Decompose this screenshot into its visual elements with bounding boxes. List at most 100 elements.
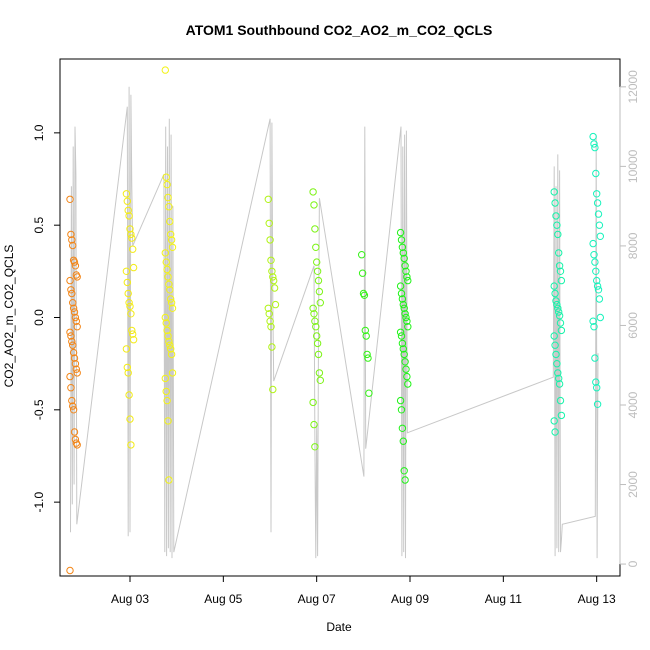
data-point: [553, 221, 561, 229]
data-point: [554, 369, 562, 377]
data-point: [166, 286, 174, 294]
data-point: [401, 262, 409, 270]
data-point: [310, 420, 318, 429]
data-point: [267, 256, 275, 264]
data-point: [403, 372, 411, 381]
data-point: [312, 243, 320, 252]
data-point: [396, 282, 405, 290]
y-tick-label: 0.0: [32, 309, 46, 326]
data-point: [69, 341, 77, 349]
data-point: [266, 317, 274, 325]
data-point: [67, 230, 75, 239]
data-point: [397, 236, 406, 244]
data-point: [556, 267, 565, 275]
data-point: [127, 310, 135, 318]
data-point: [557, 411, 566, 420]
data-point: [71, 262, 80, 270]
data-point: [396, 328, 405, 336]
right-y-tick-label: 0: [626, 560, 640, 567]
data-point: [266, 236, 274, 244]
right-y-tick-label: 10000: [626, 149, 640, 183]
data-point: [165, 476, 173, 484]
data-point: [126, 415, 134, 423]
data-point: [596, 313, 604, 322]
data-point: [161, 66, 170, 74]
data-point: [404, 380, 412, 388]
data-point: [398, 424, 407, 432]
data-point: [167, 236, 176, 244]
data-point: [168, 243, 177, 252]
data-point: [313, 332, 321, 340]
data-point: [399, 345, 407, 353]
data-point: [271, 300, 280, 309]
data-point: [552, 297, 560, 305]
altitude-line: [70, 86, 599, 559]
data-point: [401, 310, 409, 318]
data-point: [264, 304, 272, 312]
data-point: [591, 143, 599, 152]
data-point: [125, 299, 133, 307]
data-point: [129, 330, 137, 338]
data-point: [126, 302, 134, 311]
data-point: [552, 350, 560, 359]
data-point: [164, 193, 172, 202]
plot-frame: [59, 58, 621, 577]
data-point: [590, 323, 598, 331]
data-point: [555, 249, 563, 257]
data-point: [129, 263, 138, 272]
data-point: [168, 304, 177, 312]
data-point: [267, 323, 275, 331]
data-point: [165, 337, 173, 346]
data-point: [550, 188, 558, 196]
data-point: [553, 360, 561, 368]
data-point: [163, 326, 171, 335]
data-point: [555, 308, 563, 316]
data-point: [68, 236, 76, 244]
data-point: [269, 273, 277, 281]
x-tick-label: Aug 09: [391, 592, 429, 606]
data-point: [315, 287, 324, 296]
data-point: [265, 310, 273, 318]
data-point: [161, 249, 170, 257]
data-point: [67, 286, 75, 294]
data-point: [167, 345, 175, 353]
data-point: [593, 190, 601, 198]
data-point: [313, 267, 322, 275]
data-point: [167, 299, 176, 307]
data-point: [66, 328, 74, 336]
data-point: [398, 243, 407, 252]
data-point: [69, 402, 77, 410]
y-axis: -1.0 -0.5 0.0 0.5 1.0: [32, 124, 61, 512]
data-point: [164, 273, 172, 281]
data-point: [309, 398, 317, 407]
data-point: [594, 286, 603, 294]
data-point: [398, 339, 407, 348]
data-point: [66, 372, 74, 381]
data-point: [402, 267, 410, 275]
data-point: [68, 337, 76, 346]
data-point: [556, 319, 565, 327]
data-point: [67, 332, 75, 340]
data-point: [591, 354, 599, 362]
data-point: [557, 326, 566, 335]
data-point: [66, 566, 74, 575]
data-point: [555, 374, 563, 383]
right-y-axis: 0 2000 4000 6000 8000 10000 12000: [619, 70, 640, 567]
y-tick-label: -1.0: [32, 491, 46, 512]
x-tick-label: Aug 03: [111, 592, 149, 606]
data-point: [404, 323, 412, 331]
data-point: [557, 276, 566, 285]
data-point: [316, 376, 324, 384]
data-point: [310, 201, 318, 209]
data-point: [269, 385, 277, 394]
data-point: [314, 350, 323, 359]
data-point: [402, 313, 410, 322]
data-point: [590, 140, 598, 148]
data-point: [399, 437, 407, 445]
data-point: [551, 199, 559, 207]
data-point: [397, 406, 406, 414]
data-point: [166, 217, 174, 226]
data-point: [554, 230, 562, 239]
data-point: [73, 273, 81, 281]
